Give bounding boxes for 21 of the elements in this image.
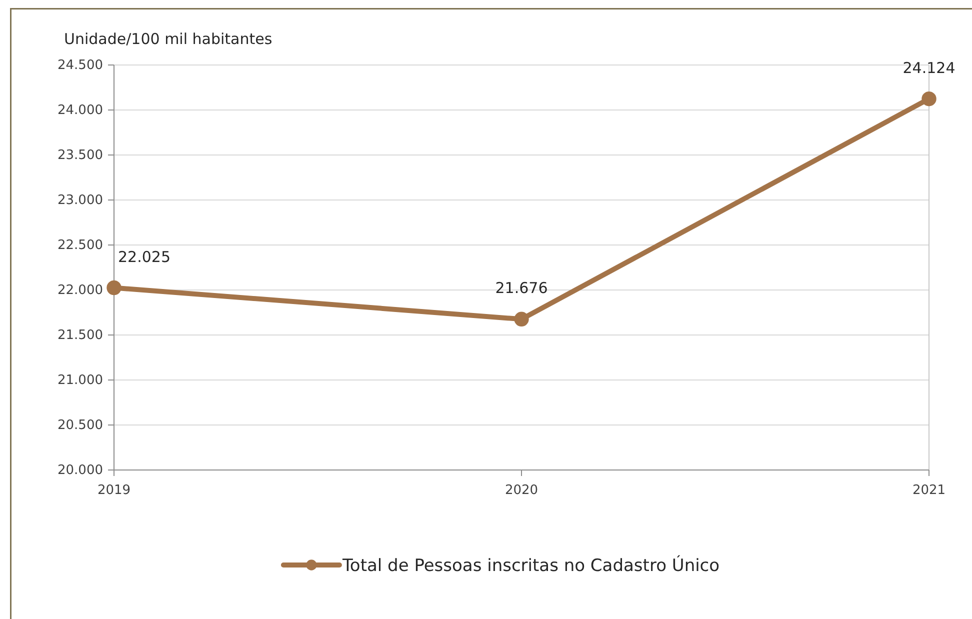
point bbox=[106, 280, 122, 296]
x-tick-label: 2020 bbox=[504, 482, 538, 498]
y-tick-label: 22.500 bbox=[58, 238, 103, 254]
y-tick-label: 22.000 bbox=[58, 283, 103, 298]
point bbox=[922, 92, 936, 106]
y-tick-label: 23.000 bbox=[58, 193, 103, 208]
x-tick-label: 2021 bbox=[912, 482, 946, 498]
data-label: 24.124 bbox=[902, 58, 956, 77]
data-label: 22.025 bbox=[118, 248, 170, 266]
y-tick-label: 21.000 bbox=[58, 373, 103, 388]
legend-label: Total de Pessoas inscritas no Cadastro Único bbox=[341, 555, 720, 576]
y-tick-label: 20.500 bbox=[58, 418, 103, 434]
y-axis-title: Unidade/100 mil habitantes bbox=[64, 30, 272, 48]
y-tick-label: 24.500 bbox=[58, 58, 103, 74]
y-tick-label: 24.000 bbox=[58, 103, 103, 118]
y-tick-label: 21.500 bbox=[58, 328, 103, 344]
point bbox=[514, 312, 529, 326]
x-tick-label: 2019 bbox=[97, 482, 131, 498]
y-tick-label: 20.000 bbox=[58, 463, 103, 478]
y-tick-label: 23.500 bbox=[58, 148, 103, 164]
data-label: 21.676 bbox=[495, 279, 548, 298]
